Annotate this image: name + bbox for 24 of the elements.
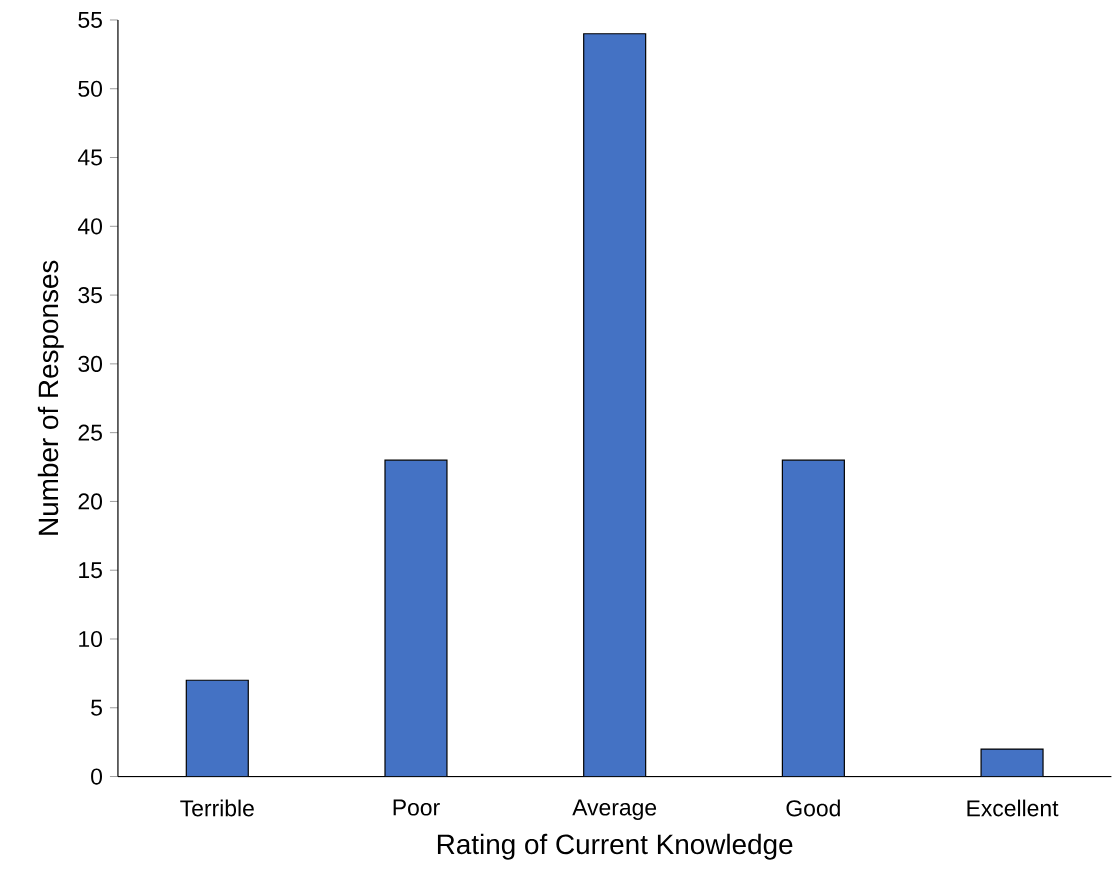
y-tick-label: 10 <box>79 630 103 647</box>
y-tick-label: 50 <box>78 80 103 97</box>
x-tick-label: Average <box>572 799 657 820</box>
bar <box>782 459 845 777</box>
y-axis-title: Number of Responses <box>37 260 64 535</box>
bar <box>186 680 249 777</box>
y-tick-label: 35 <box>78 286 102 303</box>
bar <box>980 748 1044 777</box>
x-axis-title: Rating of Current Knowledge <box>437 833 793 860</box>
x-tick-label: Good <box>786 799 840 817</box>
y-tick-label: 40 <box>77 217 103 235</box>
y-tick-label: 25 <box>78 424 102 441</box>
bar <box>583 33 646 777</box>
x-tick-label: Terrible <box>180 799 254 817</box>
x-tick-label: Poor <box>393 799 440 816</box>
y-tick-label: 5 <box>91 699 102 716</box>
y-tick-label: 0 <box>91 768 103 785</box>
y-tick-label: 30 <box>78 355 103 372</box>
y-tick-label: 20 <box>78 493 103 510</box>
x-tick-label: Excellent <box>967 799 1059 817</box>
bar <box>385 459 447 777</box>
y-tick-label: 45 <box>77 149 102 166</box>
y-tick-label: 55 <box>78 11 102 28</box>
y-tick-label: 15 <box>79 562 102 578</box>
